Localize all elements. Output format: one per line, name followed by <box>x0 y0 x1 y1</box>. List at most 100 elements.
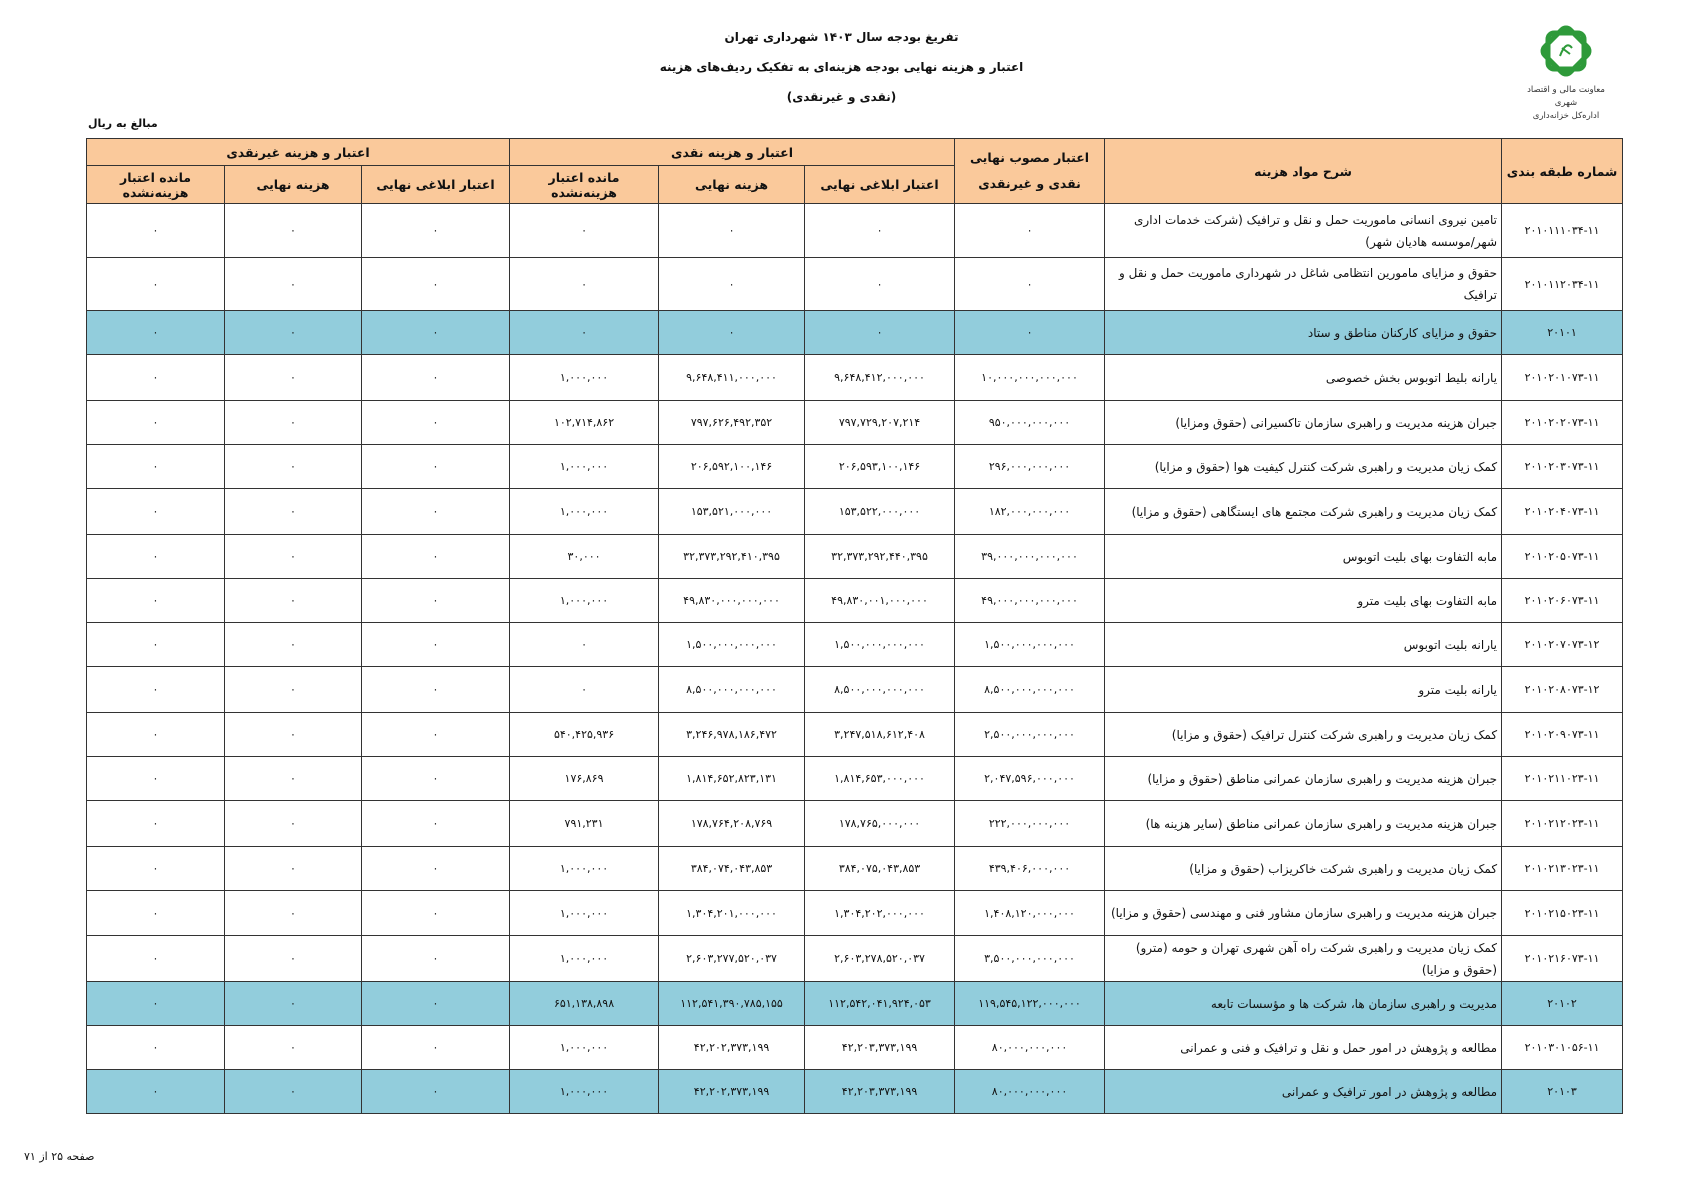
cell-cash-remaining: ۰ <box>509 666 660 713</box>
table-row: ۲۰۱۰۲۰۲۰۷۳-۱۱ جبران هزینه مدیریت و راهبری… <box>85 400 1624 445</box>
cell-cash-remaining: ۱,۰۰۰,۰۰۰ <box>509 846 660 891</box>
cell-cash-remaining: ۶۵۱,۱۳۸,۸۹۸ <box>509 981 660 1026</box>
cell-cash-remaining: ۵۴۰,۴۲۵,۹۳۶ <box>509 712 660 757</box>
cell-cash-remaining: ۱,۰۰۰,۰۰۰ <box>509 935 660 982</box>
cell-noncash-final-expense: ۰ <box>224 712 363 757</box>
cell-noncash-remaining: ۰ <box>85 846 226 891</box>
cell-noncash-remaining: ۰ <box>85 400 226 445</box>
cell-cash-remaining: ۱,۰۰۰,۰۰۰ <box>509 890 660 936</box>
cell-approved: ۸۰,۰۰۰,۰۰۰,۰۰۰ <box>954 1069 1106 1114</box>
table-row: ۲۰۱۰۲۱۳۰۲۳-۱۱ کمک زیان مدیریت و راهبری شر… <box>85 846 1624 891</box>
column-header-noncash-final-credit: اعتبار ابلاغی نهایی <box>361 165 511 204</box>
budget-table: شماره طبقه بندی شرح مواد هزینه اعتبار مص… <box>85 138 1624 1114</box>
cell-approved: ۱,۵۰۰,۰۰۰,۰۰۰,۰۰۰ <box>954 622 1106 667</box>
cell-approved: ۱۸۲,۰۰۰,۰۰۰,۰۰۰ <box>954 488 1106 535</box>
municipality-logo: معاونت مالی و اقتصاد شهری اداره‌کل خزانه… <box>1522 22 1610 123</box>
cell-description: مطالعه و پژوهش در امور حمل و نقل و ترافی… <box>1104 1025 1503 1070</box>
cell-cash-final-expense: ۰ <box>658 257 806 311</box>
table-row: ۲۰۱۰۳۰۱۰۵۶-۱۱ مطالعه و پژوهش در امور حمل … <box>85 1025 1624 1070</box>
cell-cash-remaining: ۱,۰۰۰,۰۰۰ <box>509 1069 660 1114</box>
cell-code: ۲۰۱۰۲ <box>1501 981 1624 1026</box>
cell-noncash-final-expense: ۰ <box>224 203 363 258</box>
cell-description: مابه التفاوت بهای بلیت اتوبوس <box>1104 534 1503 579</box>
cell-noncash-remaining: ۰ <box>85 622 226 667</box>
cell-noncash-final-credit: ۰ <box>361 578 511 623</box>
cell-noncash-final-credit: ۰ <box>361 203 511 258</box>
cell-cash-remaining: ۱,۰۰۰,۰۰۰ <box>509 488 660 535</box>
column-header-description: شرح مواد هزینه <box>1104 138 1503 204</box>
cell-noncash-remaining: ۰ <box>85 354 226 401</box>
cell-description: جبران هزینه مدیریت و راهبری سازمان مشاور… <box>1104 890 1503 936</box>
cell-noncash-remaining: ۰ <box>85 981 226 1026</box>
cell-code: ۲۰۱۰۱۱۲۰۳۴-۱۱ <box>1501 257 1624 311</box>
cell-code: ۲۰۱۰۳ <box>1501 1069 1624 1114</box>
table-row: ۲۰۱۰۲۰۷۰۷۳-۱۲ یارانه بلیت اتوبوس ۱,۵۰۰,۰۰۰… <box>85 622 1624 667</box>
table-row: ۲۰۱۰۲۰۹۰۷۳-۱۱ کمک زیان مدیریت و راهبری شر… <box>85 712 1624 757</box>
cell-cash-final-credit: ۳۸۴,۰۷۵,۰۴۳,۸۵۳ <box>804 846 956 891</box>
cell-code: ۲۰۱۰۲۰۴۰۷۳-۱۱ <box>1501 488 1624 535</box>
cell-cash-final-credit: ۰ <box>804 257 956 311</box>
cell-noncash-remaining: ۰ <box>85 666 226 713</box>
cell-noncash-final-credit: ۰ <box>361 444 511 489</box>
tehran-municipality-logo-icon <box>1540 25 1592 77</box>
cell-approved: ۸۰,۰۰۰,۰۰۰,۰۰۰ <box>954 1025 1106 1070</box>
cell-noncash-final-credit: ۰ <box>361 935 511 982</box>
cell-description: کمک زیان مدیریت و راهبری شرکت خاکریزاب (… <box>1104 846 1503 891</box>
cell-noncash-final-credit: ۰ <box>361 534 511 579</box>
cell-approved: ۴۹,۰۰۰,۰۰۰,۰۰۰,۰۰۰ <box>954 578 1106 623</box>
cell-noncash-final-credit: ۰ <box>361 981 511 1026</box>
cell-noncash-final-expense: ۰ <box>224 890 363 936</box>
cell-noncash-remaining: ۰ <box>85 800 226 847</box>
cell-noncash-final-credit: ۰ <box>361 756 511 801</box>
cell-description: مابه التفاوت بهای بلیت مترو <box>1104 578 1503 623</box>
cell-cash-final-expense: ۱,۸۱۴,۶۵۲,۸۲۳,۱۳۱ <box>658 756 806 801</box>
cell-cash-final-credit: ۳,۲۴۷,۵۱۸,۶۱۲,۴۰۸ <box>804 712 956 757</box>
cell-cash-final-expense: ۱۱۲,۵۴۱,۳۹۰,۷۸۵,۱۵۵ <box>658 981 806 1026</box>
cell-cash-final-credit: ۱,۵۰۰,۰۰۰,۰۰۰,۰۰۰ <box>804 622 956 667</box>
cell-cash-final-credit: ۴۹,۸۳۰,۰۰۱,۰۰۰,۰۰۰ <box>804 578 956 623</box>
cell-cash-final-expense: ۷۹۷,۶۲۶,۴۹۲,۳۵۲ <box>658 400 806 445</box>
cell-description: جبران هزینه مدیریت و راهبری سازمان عمران… <box>1104 756 1503 801</box>
cell-approved: ۹۵۰,۰۰۰,۰۰۰,۰۰۰ <box>954 400 1106 445</box>
cell-cash-final-expense: ۳۲,۳۷۳,۲۹۲,۴۱۰,۳۹۵ <box>658 534 806 579</box>
cell-description: حقوق و مزایای مامورین انتظامی شاغل در شه… <box>1104 257 1503 311</box>
cell-description: مدیریت و راهبری سازمان ها، شرکت ها و مؤس… <box>1104 981 1503 1026</box>
cell-noncash-remaining: ۰ <box>85 712 226 757</box>
cell-description: یارانه بلیت اتوبوس <box>1104 622 1503 667</box>
cell-cash-final-credit: ۷۹۷,۷۲۹,۲۰۷,۲۱۴ <box>804 400 956 445</box>
cell-noncash-final-expense: ۰ <box>224 756 363 801</box>
column-group-cash: اعتبار و هزینه نقدی <box>509 138 956 166</box>
cell-noncash-final-expense: ۰ <box>224 981 363 1026</box>
cell-cash-remaining: ۰ <box>509 310 660 355</box>
cell-noncash-final-expense: ۰ <box>224 666 363 713</box>
cell-noncash-remaining: ۰ <box>85 1025 226 1070</box>
cell-code: ۲۰۱۰۳۰۱۰۵۶-۱۱ <box>1501 1025 1624 1070</box>
cell-approved: ۲۹۶,۰۰۰,۰۰۰,۰۰۰ <box>954 444 1106 489</box>
cell-cash-remaining: ۷۹۱,۲۳۱ <box>509 800 660 847</box>
cell-approved: ۳۹,۰۰۰,۰۰۰,۰۰۰,۰۰۰ <box>954 534 1106 579</box>
cell-cash-final-expense: ۴۲,۲۰۲,۳۷۳,۱۹۹ <box>658 1069 806 1114</box>
cell-cash-final-expense: ۱,۵۰۰,۰۰۰,۰۰۰,۰۰۰ <box>658 622 806 667</box>
table-row-subtotal: ۲۰۱۰۱ حقوق و مزایای کارکنان مناطق و ستاد ۰… <box>85 310 1624 355</box>
cell-code: ۲۰۱۰۲۰۱۰۷۳-۱۱ <box>1501 354 1624 401</box>
cell-cash-final-expense: ۹,۶۴۸,۴۱۱,۰۰۰,۰۰۰ <box>658 354 806 401</box>
cell-code: ۲۰۱۰۲۰۸۰۷۳-۱۲ <box>1501 666 1624 713</box>
cell-cash-remaining: ۰ <box>509 622 660 667</box>
cell-cash-final-expense: ۴۹,۸۳۰,۰۰۰,۰۰۰,۰۰۰ <box>658 578 806 623</box>
table-row: ۲۰۱۰۲۰۱۰۷۳-۱۱ یارانه بلیط اتوبوس بخش خصوص… <box>85 354 1624 401</box>
cell-approved: ۱۰,۰۰۰,۰۰۰,۰۰۰,۰۰۰ <box>954 354 1106 401</box>
table-row: ۲۰۱۰۲۰۵۰۷۳-۱۱ مابه التفاوت بهای بلیت اتوب… <box>85 534 1624 579</box>
cell-cash-final-expense: ۱۵۳,۵۲۱,۰۰۰,۰۰۰ <box>658 488 806 535</box>
table-row: ۲۰۱۰۲۱۲۰۲۳-۱۱ جبران هزینه مدیریت و راهبری… <box>85 800 1624 847</box>
cell-cash-final-expense: ۳۸۴,۰۷۴,۰۴۳,۸۵۳ <box>658 846 806 891</box>
cell-cash-final-expense: ۸,۵۰۰,۰۰۰,۰۰۰,۰۰۰ <box>658 666 806 713</box>
table-row: ۲۰۱۰۲۱۱۰۲۳-۱۱ جبران هزینه مدیریت و راهبری… <box>85 756 1624 801</box>
cell-cash-final-credit: ۲,۶۰۳,۲۷۸,۵۲۰,۰۳۷ <box>804 935 956 982</box>
column-header-approved: اعتبار مصوب نهایی نقدی و غیرنقدی <box>954 138 1106 204</box>
cell-approved: ۳,۵۰۰,۰۰۰,۰۰۰,۰۰۰ <box>954 935 1106 982</box>
cell-cash-final-expense: ۰ <box>658 203 806 258</box>
cell-noncash-final-expense: ۰ <box>224 622 363 667</box>
document-title: تفریغ بودجه سال ۱۴۰۳ شهرداری تهران <box>724 30 959 44</box>
cell-approved: ۱۱۹,۵۴۵,۱۲۲,۰۰۰,۰۰۰ <box>954 981 1106 1026</box>
cell-noncash-final-credit: ۰ <box>361 488 511 535</box>
